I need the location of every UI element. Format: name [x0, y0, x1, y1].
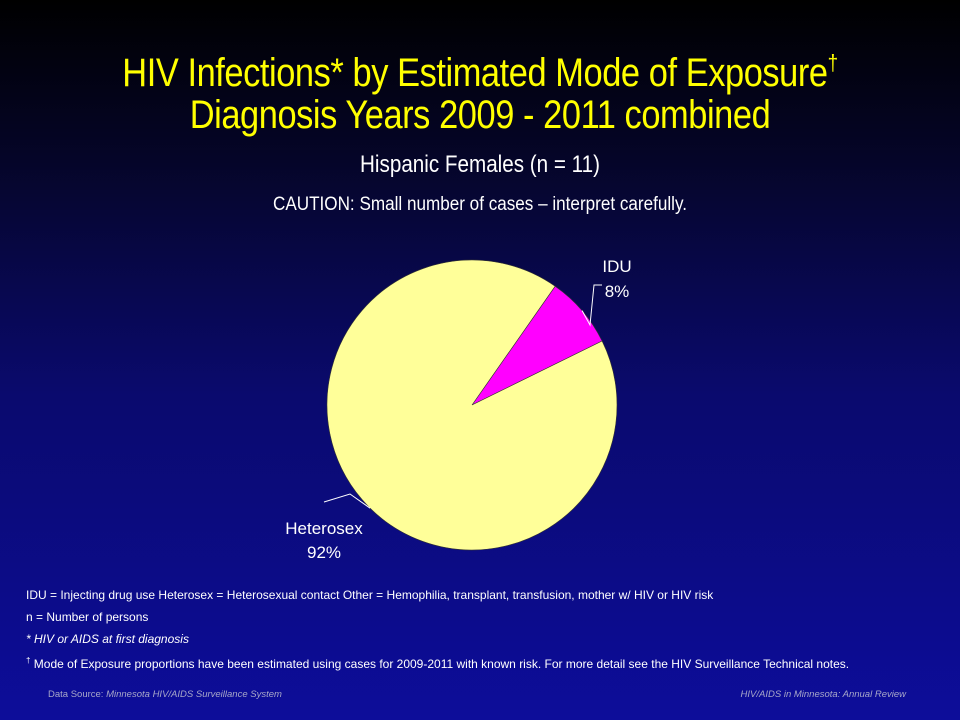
slice-value-heterosex: 92%	[307, 543, 341, 562]
title-dagger: †	[827, 50, 839, 75]
title-line-1: HIV Infections* by Estimated Mode of Exp…	[122, 51, 828, 95]
dagger-mark: †	[26, 656, 31, 665]
slice-value-idu: 8%	[605, 282, 630, 301]
slice-label-idu: IDU	[602, 257, 631, 276]
title-line-2: Diagnosis Years 2009 - 2011 combined	[189, 93, 771, 137]
footer-publication: HIV/AIDS in Minnesota: Annual Review	[740, 689, 906, 700]
notes: IDU = Injecting drug use Heterosex = Het…	[26, 584, 946, 675]
chart-title: HIV Infections* by Estimated Mode of Exp…	[67, 42, 893, 136]
pie-slices	[326, 259, 618, 551]
legend-note: IDU = Injecting drug use Heterosex = Het…	[26, 588, 714, 602]
n-note: n = Number of persons	[26, 610, 149, 624]
footer-source-prefix: Data Source:	[48, 689, 107, 700]
caution-note: CAUTION: Small number of cases – interpr…	[272, 194, 688, 215]
pie-slice-heterosex	[326, 259, 618, 551]
dagger-note-text: Mode of Exposure proportions have been e…	[30, 657, 850, 671]
chart-subtitle: Hispanic Females (n = 11)	[360, 151, 600, 178]
footer-source: Data Source: Minnesota HIV/AIDS Surveill…	[48, 689, 282, 700]
dagger-note: † Mode of Exposure proportions have been…	[26, 650, 946, 675]
leader-line-heterosex	[323, 493, 371, 509]
leader-line-idu	[581, 284, 602, 327]
slice-label-heterosex: Heterosex	[285, 519, 363, 538]
pie-leader-lines	[323, 284, 602, 509]
pie-labels: IDU 8% Heterosex 92%	[285, 257, 631, 562]
footer-source-name: Minnesota HIV/AIDS Surveillance System	[106, 689, 282, 700]
star-note: * HIV or AIDS at first diagnosis	[26, 632, 189, 646]
